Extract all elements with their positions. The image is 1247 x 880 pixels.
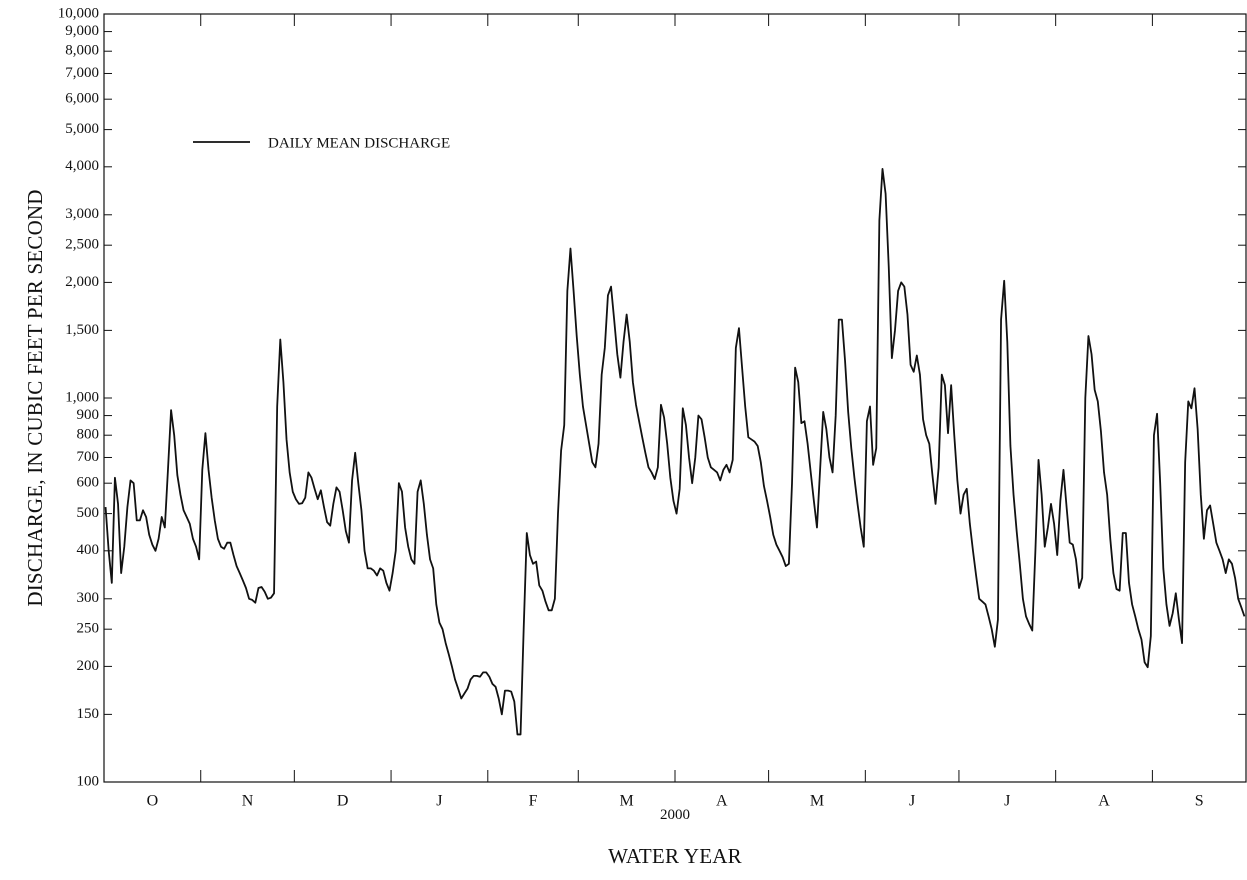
y-tick-label: 2,500 xyxy=(65,237,99,253)
y-axis-title: DISCHARGE, IN CUBIC FEET PER SECOND xyxy=(23,189,47,606)
y-tick-label: 9,000 xyxy=(65,23,99,39)
y-tick-label: 7,000 xyxy=(65,65,99,81)
month-label: J xyxy=(436,793,442,810)
y-tick-label: 900 xyxy=(77,407,100,423)
x-axis-title: WATER YEAR xyxy=(608,844,742,868)
y-tick-label: 400 xyxy=(77,542,100,558)
y-tick-label: 250 xyxy=(77,621,100,637)
y-tick-label: 8,000 xyxy=(65,43,99,59)
y-tick-label: 150 xyxy=(77,706,100,722)
daily-mean-discharge-line xyxy=(104,168,1246,736)
y-tick-label: 800 xyxy=(77,427,100,443)
y-axis-ticks xyxy=(104,13,112,783)
x-axis-month-ticks xyxy=(200,14,1153,782)
y-tick-label: 1,500 xyxy=(65,322,99,338)
y-tick-label: 300 xyxy=(77,590,100,606)
y-tick-label: 1,000 xyxy=(65,389,99,405)
y-tick-label: 100 xyxy=(77,773,100,789)
month-label: O xyxy=(147,793,159,810)
legend-label: DAILY MEAN DISCHARGE xyxy=(268,135,450,151)
y-tick-label: 2,000 xyxy=(65,274,99,290)
y-tick-label: 500 xyxy=(77,505,100,521)
month-label: D xyxy=(337,793,349,810)
y-tick-label: 600 xyxy=(77,475,100,491)
y-tick-label: 10,000 xyxy=(58,5,99,21)
y-tick-label: 4,000 xyxy=(65,158,99,174)
x-axis-year-label: 2000 xyxy=(660,807,690,823)
month-label: A xyxy=(1098,793,1110,810)
y-tick-label: 3,000 xyxy=(65,206,99,222)
y-tick-label: 5,000 xyxy=(65,121,99,137)
month-label: M xyxy=(620,793,634,810)
month-label: N xyxy=(242,793,254,810)
month-label: J xyxy=(909,793,915,810)
month-label: A xyxy=(716,793,728,810)
y-tick-label: 700 xyxy=(77,449,100,465)
y-axis-ticks-right xyxy=(1238,13,1246,783)
y-axis-tick-labels: 100 150 200 250 300 400 500 600 700 800 900 1,000 1,… xyxy=(58,5,99,789)
month-label: F xyxy=(529,793,538,810)
month-label: S xyxy=(1195,793,1204,810)
y-tick-label: 200 xyxy=(77,658,100,674)
month-label: M xyxy=(810,793,824,810)
y-tick-label: 6,000 xyxy=(65,91,99,107)
month-label: J xyxy=(1004,793,1010,810)
plot-frame xyxy=(103,13,1247,783)
